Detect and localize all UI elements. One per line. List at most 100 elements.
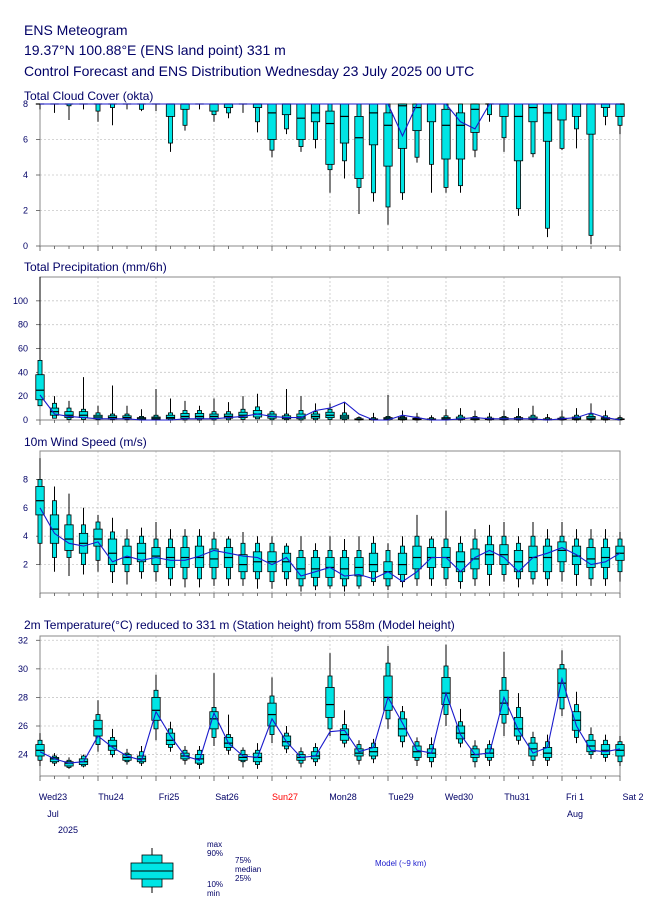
ens-box [339, 710, 350, 748]
ens-box [209, 103, 219, 122]
y-tick-label: 40 [18, 367, 28, 377]
day-label: Fri25 [159, 792, 180, 802]
ens-box [122, 748, 132, 765]
ens-25-75-box [615, 103, 625, 117]
ens-box [49, 486, 60, 572]
control-forecast-line [39, 507, 621, 583]
ens-25-75-box [455, 725, 466, 740]
y-tick-label: 30 [18, 664, 28, 674]
ens-box [137, 103, 146, 112]
meteogram-title: ENS Meteogram [24, 22, 128, 38]
ens-box [122, 103, 132, 110]
ens-box [35, 103, 45, 110]
ens-25-75-box [368, 103, 379, 146]
panel-title: 10m Wind Speed (m/s) [24, 435, 147, 449]
ens-box [426, 103, 437, 193]
ens-box [470, 410, 480, 421]
y-tick-label: 32 [18, 635, 28, 645]
ens-box [310, 543, 321, 591]
panel-title: 2m Temperature(°C) reduced to 331 m (Sta… [24, 618, 455, 632]
ens-box [35, 458, 45, 565]
control-forecast-line [40, 103, 620, 138]
ens-box [209, 531, 219, 586]
ens-box [252, 103, 263, 133]
ens-box [484, 524, 495, 586]
ens-box [281, 726, 292, 754]
ens-box [267, 410, 277, 421]
ens-box [441, 510, 451, 586]
ens-box [412, 514, 422, 586]
ens-25-75-box [383, 561, 393, 580]
ens-box [383, 543, 393, 591]
y-tick-label: 0 [23, 415, 28, 425]
ens-box [412, 412, 422, 421]
ens-box [64, 400, 74, 420]
ens-box [180, 103, 190, 131]
ens-box [513, 693, 524, 745]
y-tick-label: 100 [13, 296, 28, 306]
ens-box [180, 529, 190, 588]
legend-90: 90% [207, 849, 223, 858]
ens-25-75-box [354, 748, 364, 757]
ens-25-75-box [165, 103, 176, 117]
ens-box [615, 531, 625, 582]
y-tick-label: 2 [23, 206, 28, 216]
ens-box [586, 103, 596, 245]
ens-25-75-box [499, 103, 509, 117]
ens-25-75-box [64, 761, 74, 767]
ens-box [470, 103, 480, 158]
ens-25-75-box [165, 732, 176, 745]
ens-box [93, 514, 103, 572]
ens-box [354, 416, 364, 421]
ens-box [35, 277, 45, 407]
ens-25-75-box [528, 103, 538, 123]
ens-box [165, 103, 176, 152]
ens-box [615, 103, 625, 135]
ens-box [238, 747, 248, 768]
panel-3: 2m Temperature(°C) reduced to 331 m (Sta… [18, 618, 625, 781]
ens-25-75-box [383, 675, 393, 711]
ens-box [455, 708, 466, 748]
ens-25-75-box [586, 547, 596, 568]
ens-box [325, 536, 335, 589]
ens-box [542, 414, 553, 421]
ens-box [93, 700, 103, 752]
ens-25-75-box [513, 717, 524, 737]
ens-box [412, 737, 422, 766]
ens-box [455, 536, 466, 589]
ens-25-75-box [339, 557, 350, 580]
ens-box [485, 103, 494, 122]
ens-25-75-box [93, 528, 103, 547]
ens-box [195, 103, 204, 110]
ens-box [122, 405, 132, 421]
ens-box [528, 405, 538, 421]
ens-box [600, 529, 611, 586]
panel-title: Total Cloud Cover (okta) [24, 89, 153, 103]
day-label: Mon28 [329, 792, 357, 802]
ens-25-75-box [368, 552, 379, 573]
ens-box [528, 731, 538, 766]
ens-25-75-box [209, 103, 219, 112]
ens-25-75-box [470, 103, 480, 133]
ens-box [499, 103, 509, 152]
ens-box [108, 103, 117, 126]
ens-box [223, 714, 234, 755]
ens-box [455, 103, 466, 193]
ens-25-75-box [267, 103, 277, 140]
y-tick-label: 8 [23, 99, 28, 109]
ens-25-75-box [600, 744, 611, 755]
ens-box [238, 396, 248, 420]
ens-box [310, 403, 321, 421]
ens-25-75-box [209, 711, 219, 730]
ens-box [368, 103, 379, 202]
y-tick-label: 4 [23, 170, 28, 180]
ens-25-75-box [441, 108, 451, 160]
ens-25-75-box [180, 103, 190, 110]
y-tick-label: 8 [23, 474, 28, 484]
day-label: Sun27 [272, 792, 298, 802]
ens-box [151, 522, 161, 582]
ens-box [180, 400, 190, 421]
ens-box [310, 743, 321, 766]
ens-10-90-box [95, 103, 101, 112]
